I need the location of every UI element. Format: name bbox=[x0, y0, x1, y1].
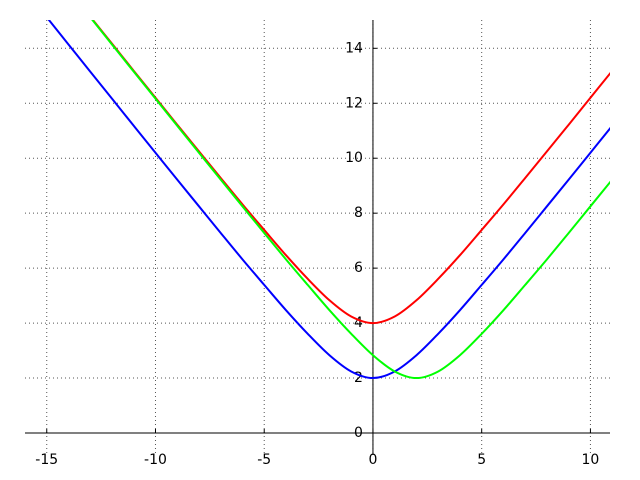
y-tick-label: 12 bbox=[345, 95, 363, 111]
x-tick-label: -10 bbox=[144, 452, 167, 468]
y-tick-label: 14 bbox=[345, 40, 363, 56]
x-tick-label: 10 bbox=[582, 452, 600, 468]
x-tick-label: -5 bbox=[257, 452, 271, 468]
x-tick-label: 5 bbox=[477, 452, 486, 468]
y-tick-label: 6 bbox=[354, 260, 363, 276]
y-tick-label: 8 bbox=[354, 205, 363, 221]
plot-area bbox=[47, 20, 610, 380]
x-tick-label: -15 bbox=[35, 452, 58, 468]
line-series bbox=[47, 20, 610, 380]
y-tick-label: 2 bbox=[354, 370, 363, 386]
x-tick-label: 0 bbox=[368, 452, 377, 468]
y-tick-label: 10 bbox=[345, 150, 363, 166]
line-series bbox=[91, 20, 610, 380]
y-tick-label: 4 bbox=[354, 315, 363, 331]
